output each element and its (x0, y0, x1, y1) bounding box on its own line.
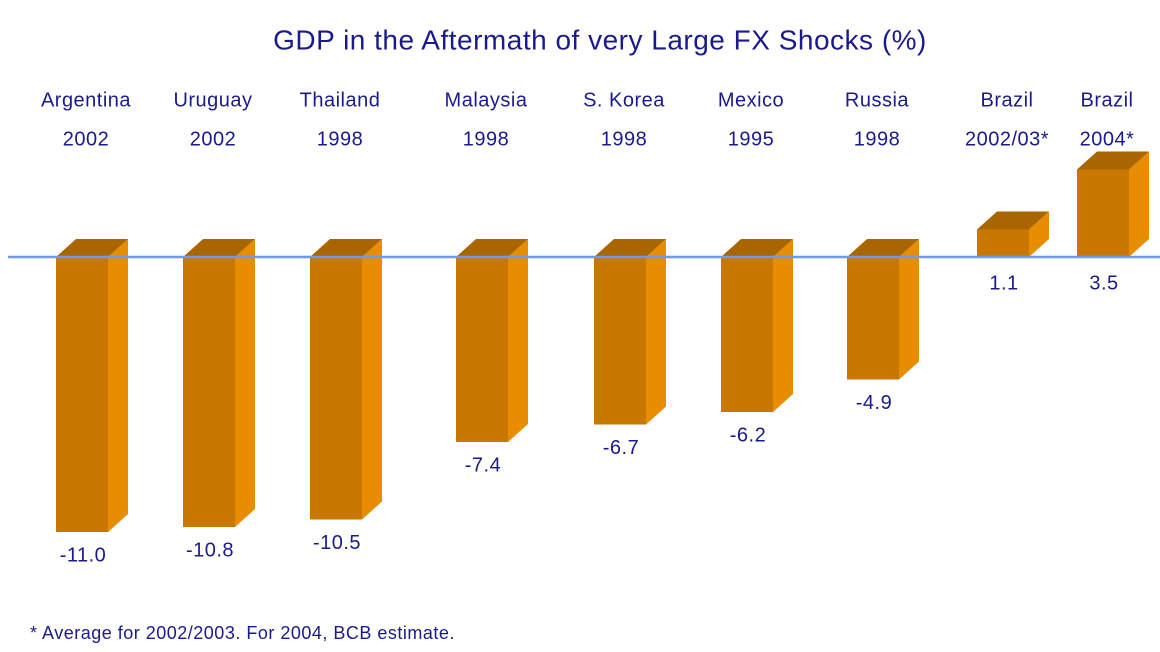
category-year: 1998 (601, 128, 648, 150)
bar-top (721, 239, 793, 257)
bar (721, 257, 773, 412)
category-year: 1995 (728, 128, 775, 150)
value-label: -6.7 (603, 437, 639, 459)
value-label: -10.8 (186, 539, 234, 561)
category-year: 1998 (854, 128, 901, 150)
category-year: 2002 (190, 128, 237, 150)
category-name: Brazil (980, 89, 1033, 111)
bar-side (1129, 151, 1149, 257)
category-year: 2002/03* (965, 128, 1049, 150)
bar (183, 257, 235, 527)
bar-side (1029, 211, 1049, 257)
category-year: 1998 (463, 128, 510, 150)
bar-top (456, 239, 528, 257)
value-label: -4.9 (856, 392, 892, 414)
bar-top (310, 239, 382, 257)
chart-title: GDP in the Aftermath of very Large FX Sh… (273, 24, 927, 55)
bar (56, 257, 108, 532)
category-name: Brazil (1080, 89, 1133, 111)
bar (847, 257, 899, 380)
category-year: 2002 (63, 128, 110, 150)
category-name: S. Korea (583, 89, 665, 111)
value-label: 3.5 (1089, 272, 1118, 294)
category-name: Argentina (41, 89, 131, 111)
bar-top (847, 239, 919, 257)
bar-side (773, 239, 793, 412)
bar-side (899, 239, 919, 380)
category-name: Mexico (718, 89, 784, 111)
value-label: -6.2 (730, 424, 766, 446)
bar-side (646, 239, 666, 425)
bar-top (183, 239, 255, 257)
value-label: -11.0 (60, 544, 107, 566)
footnote: * Average for 2002/2003. For 2004, BCB e… (30, 623, 455, 643)
bar-side (108, 239, 128, 532)
bar-side (362, 239, 382, 520)
category-year: 1998 (317, 128, 364, 150)
bar (977, 229, 1029, 257)
bar (456, 257, 508, 442)
bar-top (1077, 151, 1149, 170)
value-label: 1.1 (989, 272, 1018, 294)
category-year: 2004* (1080, 128, 1135, 150)
value-label: -10.5 (313, 532, 361, 554)
bar-side (508, 239, 528, 442)
category-name: Russia (845, 89, 910, 111)
category-name: Thailand (300, 89, 381, 111)
category-name: Malaysia (445, 89, 528, 111)
bar-top (977, 211, 1049, 230)
bar-top (56, 239, 128, 257)
category-name: Uruguay (173, 89, 252, 111)
bar (1077, 169, 1129, 257)
value-label: -7.4 (465, 454, 501, 476)
bar (310, 257, 362, 520)
bar-side (235, 239, 255, 527)
bar-top (594, 239, 666, 257)
bar (594, 257, 646, 425)
